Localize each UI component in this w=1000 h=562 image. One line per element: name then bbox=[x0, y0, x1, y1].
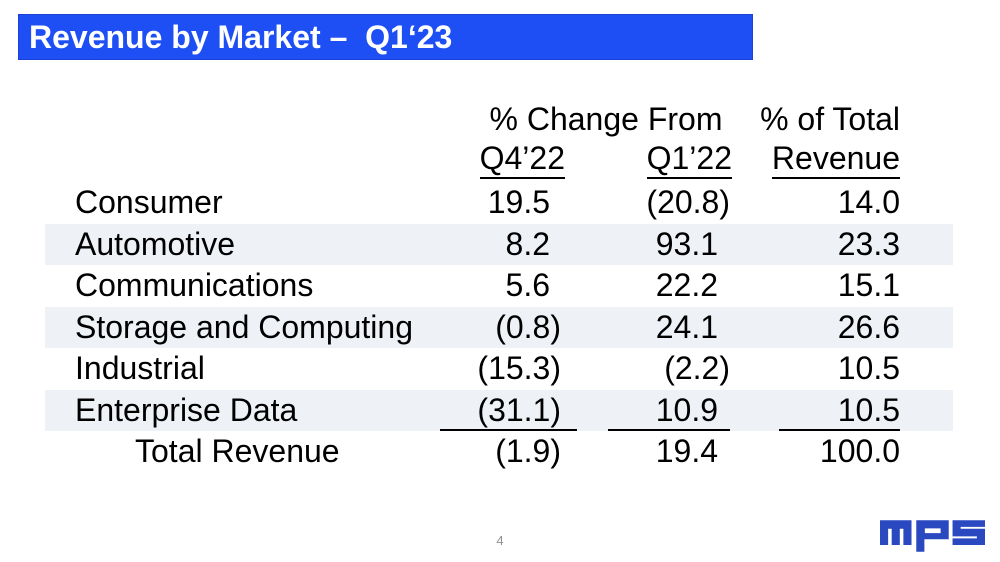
row-label: Consumer bbox=[75, 184, 223, 220]
column-header-revenue: Revenue bbox=[771, 140, 900, 180]
row-label: Industrial bbox=[75, 350, 205, 386]
column-header-q1-22: Q1’22 bbox=[646, 140, 732, 180]
row-label: Total Revenue bbox=[135, 433, 340, 469]
pct-total-value: 14.0 bbox=[837, 184, 900, 220]
table-header-group-row: % Change From % of Total bbox=[45, 100, 953, 138]
total-rule-line bbox=[608, 429, 730, 431]
row-label: Enterprise Data bbox=[75, 391, 298, 428]
pct-total-value: 10.5 bbox=[837, 391, 900, 428]
q4-change-value: (0.8) bbox=[495, 308, 561, 345]
q4-change-value: 19.5 bbox=[487, 184, 550, 220]
q4-change-value: (15.3) bbox=[477, 350, 561, 386]
row-label: Storage and Computing bbox=[75, 308, 413, 345]
page-number: 4 bbox=[496, 533, 504, 548]
slide-title-bar: Revenue by Market – Q1‘23 bbox=[18, 14, 753, 60]
table-row-enterprise-data: Enterprise Data (31.1) 10.9 10.5 bbox=[45, 389, 953, 431]
q1-change-value: 93.1 bbox=[655, 225, 718, 262]
pct-total-value: 10.5 bbox=[837, 350, 900, 386]
q4-change-value: 8.2 bbox=[505, 225, 550, 262]
table-row-industrial: Industrial (15.3) (2.2) 10.5 bbox=[45, 348, 953, 390]
pct-total-value: 100.0 bbox=[819, 433, 900, 469]
q1-change-value: 24.1 bbox=[655, 308, 718, 345]
table-row-communications: Communications 5.6 22.2 15.1 bbox=[45, 265, 953, 307]
pct-total-value: 23.3 bbox=[837, 225, 900, 262]
q1-change-value: (20.8) bbox=[646, 184, 730, 220]
column-header-pct-of-total: % of Total bbox=[760, 101, 900, 137]
q4-change-value: (1.9) bbox=[495, 433, 561, 469]
pct-total-value: 26.6 bbox=[837, 308, 900, 345]
table-row-total-revenue: Total Revenue (1.9) 19.4 100.0 bbox=[45, 431, 953, 473]
row-label: Automotive bbox=[75, 225, 236, 262]
total-rule-line bbox=[779, 429, 900, 431]
mps-logo bbox=[880, 520, 985, 552]
table-row-storage-and-computing: Storage and Computing (0.8) 24.1 26.6 bbox=[45, 306, 953, 348]
revenue-by-market-table: % Change From % of Total Q4’22 Q1’22 Rev… bbox=[45, 100, 953, 473]
q4-change-value: (31.1) bbox=[477, 391, 561, 428]
header-spacer bbox=[45, 100, 435, 138]
table-row-automotive: Automotive 8.2 93.1 23.3 bbox=[45, 223, 953, 265]
column-header-q4-22: Q4’22 bbox=[479, 140, 565, 180]
row-label: Communications bbox=[75, 267, 314, 303]
q1-change-value: 22.2 bbox=[655, 267, 718, 303]
total-rule-line bbox=[440, 429, 577, 431]
table-subheader-row: Q4’22 Q1’22 Revenue bbox=[45, 138, 953, 182]
table-row-consumer: Consumer 19.5 (20.8) 14.0 bbox=[45, 182, 953, 224]
q1-change-value: (2.2) bbox=[664, 350, 730, 386]
q1-change-value: 19.4 bbox=[655, 433, 718, 469]
q4-change-value: 5.6 bbox=[505, 267, 550, 303]
page-title: Revenue by Market – Q1‘23 bbox=[29, 18, 453, 55]
pct-total-value: 15.1 bbox=[837, 267, 900, 303]
q1-change-value: 10.9 bbox=[655, 391, 718, 428]
column-group-header-change-from: % Change From bbox=[489, 101, 723, 137]
header-spacer bbox=[45, 138, 435, 182]
